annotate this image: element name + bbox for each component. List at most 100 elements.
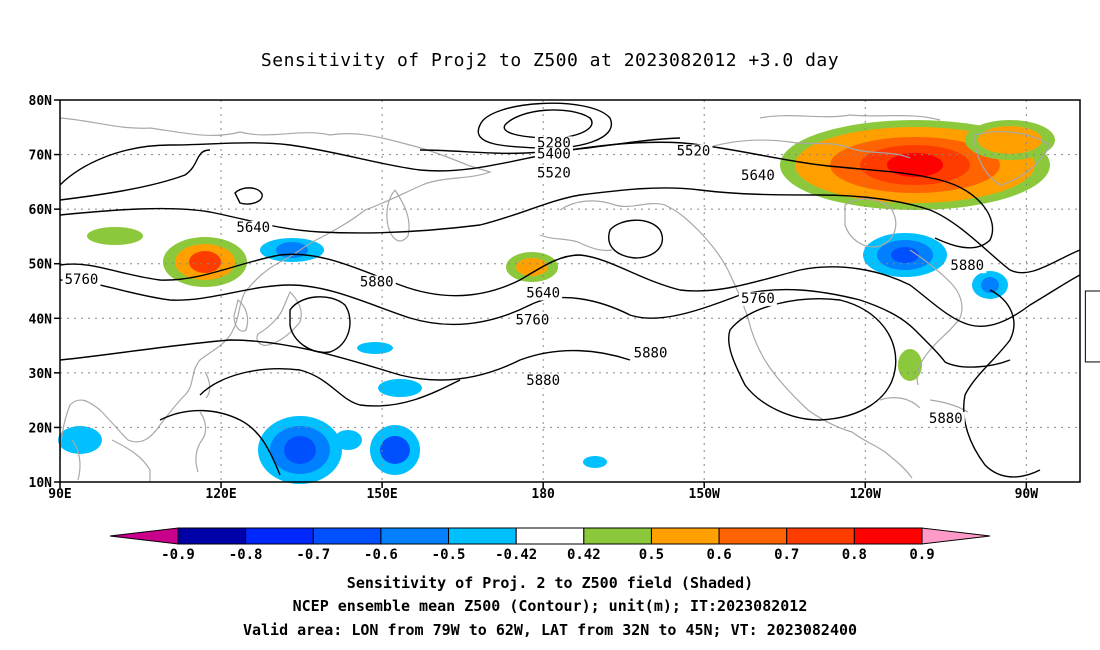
contour-label-bg [738,169,777,184]
shading-negative [380,436,410,464]
contour-label: 5880 [929,411,963,427]
shading-negative [378,379,422,397]
figure-title: Sensitivity of Proj2 to Z500 at 20230820… [260,50,840,71]
contour-label-bg [534,166,573,181]
contour-label: 5880 [526,373,560,389]
lat-tick-label: 70N [29,149,53,164]
shading-positive [898,349,922,381]
colorbar-swatch [718,527,788,545]
colorbar-label: -0.9 [161,547,195,563]
coastlines [59,114,1051,482]
contour-5880-north [59,279,1011,368]
lon-tick-label: 150W [689,487,720,502]
contour-label-bg [948,259,987,274]
contour-label-bg [738,291,777,306]
contour-label-bg [357,275,396,290]
contour-label-bg [926,411,965,426]
lon-tick-label: 90E [48,487,71,502]
colorbar: -0.9 -0.8 -0.7 -0.6 -0.5 -0.42 0.42 0.5 0.6 0.7 0.… [109,527,991,563]
valid-area-box [1084,290,1100,363]
contour-label: 5640 [741,168,775,184]
map-frame [59,99,1081,483]
colorbar-swatch [786,527,855,545]
contour-label: 5520 [677,144,711,160]
colorbar-label: -0.42 [495,547,537,563]
colorbar-label: 0.8 [842,547,867,563]
contour-label: 5400 [537,146,571,162]
contour-label: 5880 [634,345,668,361]
colorbar-swatch [177,527,247,545]
contour-5880-trop2 [159,409,281,476]
contour-label-bg [534,147,573,162]
contour-label: 5760 [65,272,99,288]
contour-label-bg [234,220,273,235]
contour-5880-gulf [728,298,897,421]
shading-negative [284,436,316,464]
lat-tick-label: 30N [29,367,53,382]
colorbar-label: 0.9 [909,547,934,563]
lat-tick-label: 60N [29,203,53,218]
lat-tick-label: 40N [29,312,53,327]
lat-tick-label: 20N [29,421,53,436]
contour-label-bg [674,144,713,159]
contour-label-bg [534,136,573,151]
colorbar-label: -0.5 [432,547,466,563]
contour-label: 5640 [526,285,560,301]
lat-tick-label: 10N [29,476,53,491]
contour-5400-inner [477,102,613,149]
colorbar-max-triangle [921,527,991,545]
colorbar-swatch [312,527,382,545]
contour-5880-trop [199,368,461,407]
colorbar-label: 0.5 [639,547,664,563]
caption-valid-area: Valid area: LON from 79W to 62W, LAT fro… [242,621,858,639]
colorbar-swatch [245,527,314,545]
colorbar-swatch [853,527,923,545]
contour-5280 [503,109,593,139]
colorbar-min-triangle [109,527,179,545]
contour-high-pac [608,219,663,259]
shading-negative [357,342,393,354]
shading-positive [87,227,143,245]
shading-negative [58,426,102,454]
contour-label-bg [524,286,563,301]
contour-5880-south [59,339,631,381]
colorbar-swatch [583,527,652,545]
contour-label-bg [62,272,101,287]
contour-5880-atl [963,289,1041,478]
contour-label-bg [524,373,563,388]
colorbar-swatch [448,527,517,545]
shading-negative [583,456,607,468]
contour-label-bg [513,313,552,328]
colorbar-swatch [650,527,720,545]
shading-negative [891,247,919,263]
contour-5520 [59,141,994,249]
lat-tick-label: 50N [29,258,53,273]
contour-label: 5520 [537,165,571,181]
contour-label: 5640 [236,220,270,236]
caption-contour: NCEP ensemble mean Z500 (Contour); unit(… [292,597,808,615]
caption-shading: Sensitivity of Proj. 2 to Z500 field (Sh… [346,574,754,592]
sensitivity-shading [58,120,1055,484]
contour-label: 5880 [950,258,984,274]
shading-positive [189,251,221,273]
lon-tick-label: 180 [531,487,555,502]
contour-label: 5760 [516,313,550,329]
colorbar-swatch [380,527,450,545]
colorbar-label: 0.42 [567,547,601,563]
contour-high-asia [289,296,351,354]
contour-5760 [59,253,1081,327]
contour-labels: 5280540055205520564054005640576058805640… [62,135,987,427]
contour-label: 5880 [360,275,394,291]
colorbar-label: -0.7 [296,547,330,563]
shading-positive [887,153,943,177]
colorbar-label: -0.6 [364,547,398,563]
lon-tick-label: 120W [850,487,881,502]
colorbar-swatch [515,527,585,545]
colorbar-label: 0.7 [774,547,799,563]
shading-positive [516,258,548,276]
contour-label-bg [631,346,670,361]
lon-tick-label: 120E [205,487,236,502]
shading-positive [978,126,1042,154]
